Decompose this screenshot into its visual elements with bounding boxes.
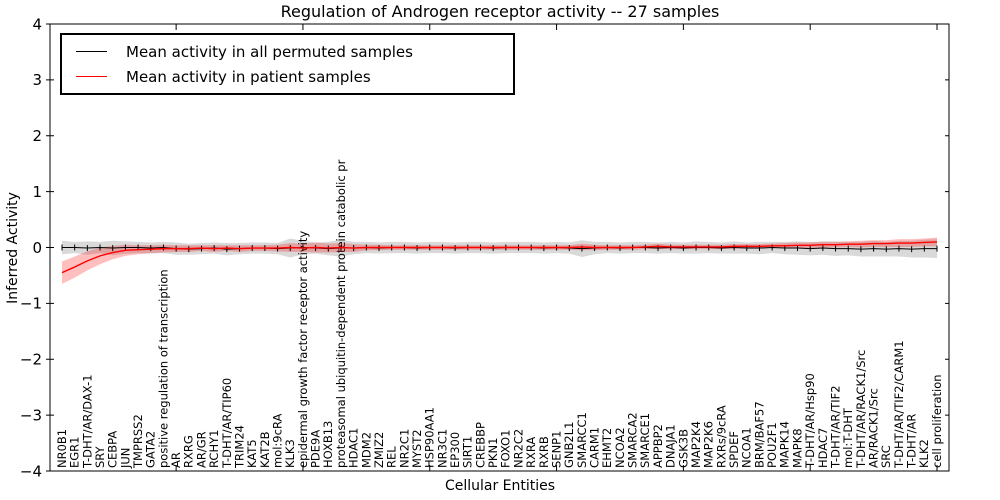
x-tick-label: POU2F1 bbox=[765, 422, 779, 468]
x-tick-label: T-DHT/AR/TIF2 bbox=[828, 385, 842, 469]
patient-std-band bbox=[62, 237, 937, 284]
x-tick-label: SIRT1 bbox=[461, 436, 475, 468]
x-tick-label: RXRA bbox=[524, 437, 538, 468]
x-tick-label: RCHY1 bbox=[207, 430, 221, 468]
legend-label-permuted: Mean activity in all permuted samples bbox=[126, 42, 413, 61]
x-tick-label: NR2C2 bbox=[511, 429, 525, 468]
x-tick-label: MYST2 bbox=[410, 429, 424, 468]
x-tick-label: AR bbox=[169, 452, 183, 468]
patient-line-swatch-icon bbox=[76, 76, 107, 77]
x-tick-label: HSP90AA1 bbox=[423, 407, 437, 468]
x-tick-label: CEBPA bbox=[106, 431, 120, 468]
x-tick-label: positive regulation of transcription bbox=[156, 269, 170, 468]
x-tick-label: mol:T-DHT bbox=[841, 407, 855, 468]
x-tick-label: SRY bbox=[93, 445, 107, 468]
x-tick-label: RXRB bbox=[537, 436, 551, 468]
y-tick-label: −1 bbox=[20, 295, 42, 313]
y-tick-label: −2 bbox=[20, 351, 42, 369]
x-tick-label: T-DHT/AR/RACK1/Src bbox=[854, 350, 868, 469]
x-tick-label: FOXO1 bbox=[499, 430, 513, 468]
x-tick-label: EP300 bbox=[448, 432, 462, 468]
x-tick-label: T-DHT/AR/TIP60 bbox=[220, 378, 234, 469]
y-tick-label: 0 bbox=[32, 239, 42, 257]
x-tick-label: KAT2B bbox=[258, 431, 272, 468]
permuted-std-band bbox=[62, 238, 937, 259]
x-tick-label: BRM/BAF57 bbox=[752, 401, 766, 468]
x-tick-label: SMARCC1 bbox=[575, 412, 589, 468]
x-tick-label: T-DHT/AR/TIF2/CARM1 bbox=[892, 340, 906, 469]
chart-title: Regulation of Androgen receptor activity… bbox=[280, 2, 720, 21]
x-tick-label: KAT5 bbox=[245, 439, 259, 468]
x-tick-label: T-DHT/AR bbox=[905, 414, 919, 469]
x-tick-label: REL bbox=[385, 446, 399, 468]
x-tick-label: MDM2 bbox=[359, 432, 373, 468]
legend-label-patient: Mean activity in patient samples bbox=[126, 67, 371, 86]
x-tick-label: PDE9A bbox=[309, 430, 323, 468]
x-tick-label: EGR1 bbox=[68, 437, 82, 469]
x-tick-label: SRC bbox=[879, 445, 893, 468]
x-tick-label: ZMIZ2 bbox=[372, 432, 386, 468]
x-tick-label: HDAC1 bbox=[347, 428, 361, 468]
y-axis-label: Inferred Activity bbox=[5, 192, 21, 304]
x-tick-label: RXRG bbox=[182, 435, 196, 468]
x-tick-label: TMPRSS2 bbox=[131, 414, 145, 469]
x-axis-label: Cellular Entities bbox=[444, 478, 556, 494]
x-tick-label: HOXB13 bbox=[321, 421, 335, 468]
legend-entry-permuted: Mean activity in all permuted samples bbox=[62, 40, 513, 64]
x-tick-label: MAP2K4 bbox=[689, 421, 703, 468]
x-tick-label: T-DHT/AR/Hsp90 bbox=[803, 373, 817, 469]
x-tick-label: PKN1 bbox=[486, 438, 500, 468]
x-tick-label: JUN bbox=[118, 448, 132, 469]
x-tick-label: SPDEF bbox=[727, 431, 741, 468]
y-tick-label: 4 bbox=[32, 15, 42, 33]
x-tick-label: SMARCE1 bbox=[638, 413, 652, 468]
x-tick-label: GNB2L1 bbox=[562, 422, 576, 468]
x-tick-label: CREBBP bbox=[473, 422, 487, 468]
x-tick-label: NR2C1 bbox=[397, 429, 411, 468]
permuted-line-swatch-icon bbox=[76, 51, 107, 52]
x-tick-label: T-DHT/AR/DAX-1 bbox=[80, 374, 94, 469]
x-tick-label: mol:9cRA bbox=[270, 414, 284, 468]
y-tick-label: 1 bbox=[32, 183, 42, 201]
x-tick-label: AR/RACK1/Src bbox=[867, 388, 881, 468]
x-tick-label: KLK3 bbox=[283, 439, 297, 468]
x-tick-label: TRIM24 bbox=[232, 425, 246, 469]
y-tick-label: −4 bbox=[20, 462, 42, 480]
x-tick-label: cell proliferation bbox=[930, 374, 944, 468]
x-tick-label: NR3C1 bbox=[435, 429, 449, 468]
x-tick-label: RXRs/9cRA bbox=[714, 405, 728, 468]
x-tick-label: proteasomal ubiquitin-dependent protein … bbox=[334, 159, 348, 468]
x-tick-label: KLK2 bbox=[917, 439, 931, 468]
x-tick-label: APPBP2 bbox=[651, 424, 665, 468]
x-tick-label: GSK3B bbox=[676, 429, 690, 468]
x-tick-label: GATA2 bbox=[144, 431, 158, 468]
x-tick-label: NR0B1 bbox=[55, 429, 69, 468]
x-tick-label: CARM1 bbox=[588, 427, 602, 468]
legend-entry-patient: Mean activity in patient samples bbox=[62, 65, 513, 89]
x-tick-label: NCOA2 bbox=[613, 427, 627, 468]
legend-box: Mean activity in all permuted samples Me… bbox=[60, 33, 515, 95]
x-tick-label: MAP2K6 bbox=[702, 421, 716, 468]
x-tick-label: HDAC7 bbox=[816, 428, 830, 468]
x-tick-label: SENP1 bbox=[549, 431, 563, 468]
y-tick-label: 3 bbox=[32, 71, 42, 89]
y-tick-label: 2 bbox=[32, 127, 42, 145]
x-tick-label: NCOA1 bbox=[740, 427, 754, 468]
x-tick-label: epidermal growth factor receptor activit… bbox=[296, 231, 310, 468]
x-tick-label: SMARCA2 bbox=[626, 412, 640, 468]
y-tick-label: −3 bbox=[20, 406, 42, 424]
x-tick-label: MAPK14 bbox=[778, 421, 792, 468]
x-tick-label: EHMT2 bbox=[600, 428, 614, 468]
x-tick-label: AR/GR bbox=[194, 431, 208, 468]
patient-mean-line bbox=[61, 241, 938, 274]
x-tick-label: DNAJA1 bbox=[664, 424, 678, 468]
x-tick-label: MAPK8 bbox=[790, 428, 804, 468]
